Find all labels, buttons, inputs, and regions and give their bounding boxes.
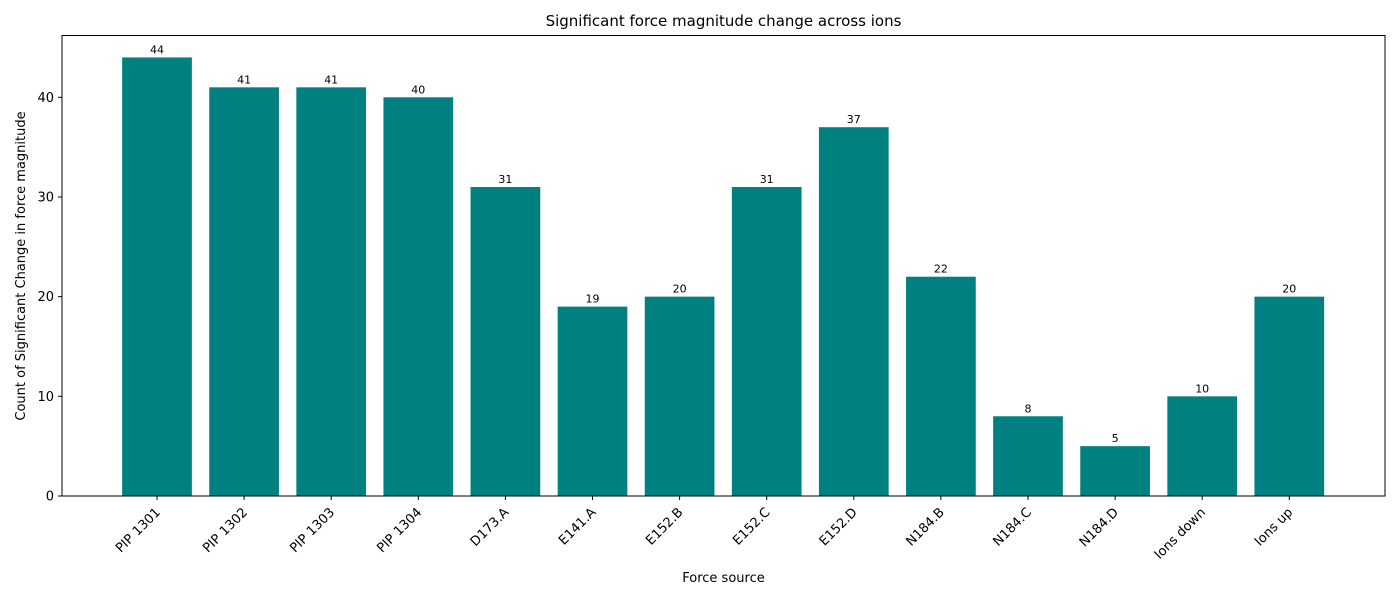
x-tick-label: PIP 1304 <box>374 505 425 556</box>
plot-frame <box>61 35 1386 497</box>
x-tick-label: PIP 1302 <box>200 505 251 556</box>
bar <box>1080 446 1150 496</box>
x-tick-label: N184.B <box>903 505 947 549</box>
x-tick-label: N184.C <box>990 505 1034 549</box>
bar <box>644 296 715 496</box>
y-axis: 0 10 20 30 40 <box>37 91 62 505</box>
bar <box>818 127 889 496</box>
x-tick-label: N184.D <box>1077 505 1122 550</box>
data-label: 20 <box>673 283 687 296</box>
data-label: 41 <box>324 73 338 86</box>
y-axis-label: Count of Significant Change in force mag… <box>14 111 29 420</box>
x-tick-label: E152.B <box>643 505 686 548</box>
x-tick-label: PIP 1301 <box>113 505 164 556</box>
y-tick-label: 0 <box>46 490 54 505</box>
data-label: 31 <box>760 173 774 186</box>
bar <box>993 416 1063 496</box>
x-tick-label: Ions down <box>1152 505 1209 562</box>
data-labels-group: 44 41 41 40 31 19 20 31 37 22 8 5 10 20 <box>150 43 1296 445</box>
data-label: 10 <box>1195 382 1209 395</box>
data-label: 44 <box>150 43 164 56</box>
bar <box>1254 296 1325 496</box>
x-tick-label: E152.D <box>817 505 861 549</box>
data-label: 5 <box>1112 432 1119 445</box>
data-label: 22 <box>934 263 948 276</box>
y-tick-label: 20 <box>37 290 54 305</box>
x-tick-label: E141.A <box>556 505 599 548</box>
bar <box>1167 396 1238 496</box>
y-tick-label: 10 <box>37 390 54 405</box>
x-axis-label: Force source <box>682 571 764 586</box>
data-label: 40 <box>411 83 425 96</box>
data-label: 31 <box>498 173 512 186</box>
x-tick-label: D173.A <box>468 505 513 550</box>
y-tick-label: 40 <box>37 91 54 106</box>
y-tick-label: 30 <box>37 190 54 205</box>
bar <box>906 276 976 496</box>
x-tick-label: Ions up <box>1252 505 1296 549</box>
data-label: 37 <box>847 113 861 126</box>
bar <box>557 306 628 496</box>
data-label: 8 <box>1025 402 1032 415</box>
data-label: 19 <box>586 293 600 306</box>
bar <box>470 187 541 496</box>
chart-title: Significant force magnitude change acros… <box>546 12 902 30</box>
bar <box>296 87 367 496</box>
bar <box>383 97 454 497</box>
x-tick-label: E152.C <box>730 505 773 548</box>
x-axis: PIP 1301 PIP 1302 PIP 1303 PIP 1304 D173.A E1… <box>113 496 1296 563</box>
bar <box>122 57 192 497</box>
bar <box>209 87 279 496</box>
data-label: 20 <box>1282 283 1296 296</box>
x-tick-label: PIP 1303 <box>287 505 338 556</box>
data-label: 41 <box>237 73 251 86</box>
bars-group <box>122 57 1325 497</box>
bar <box>731 187 802 496</box>
